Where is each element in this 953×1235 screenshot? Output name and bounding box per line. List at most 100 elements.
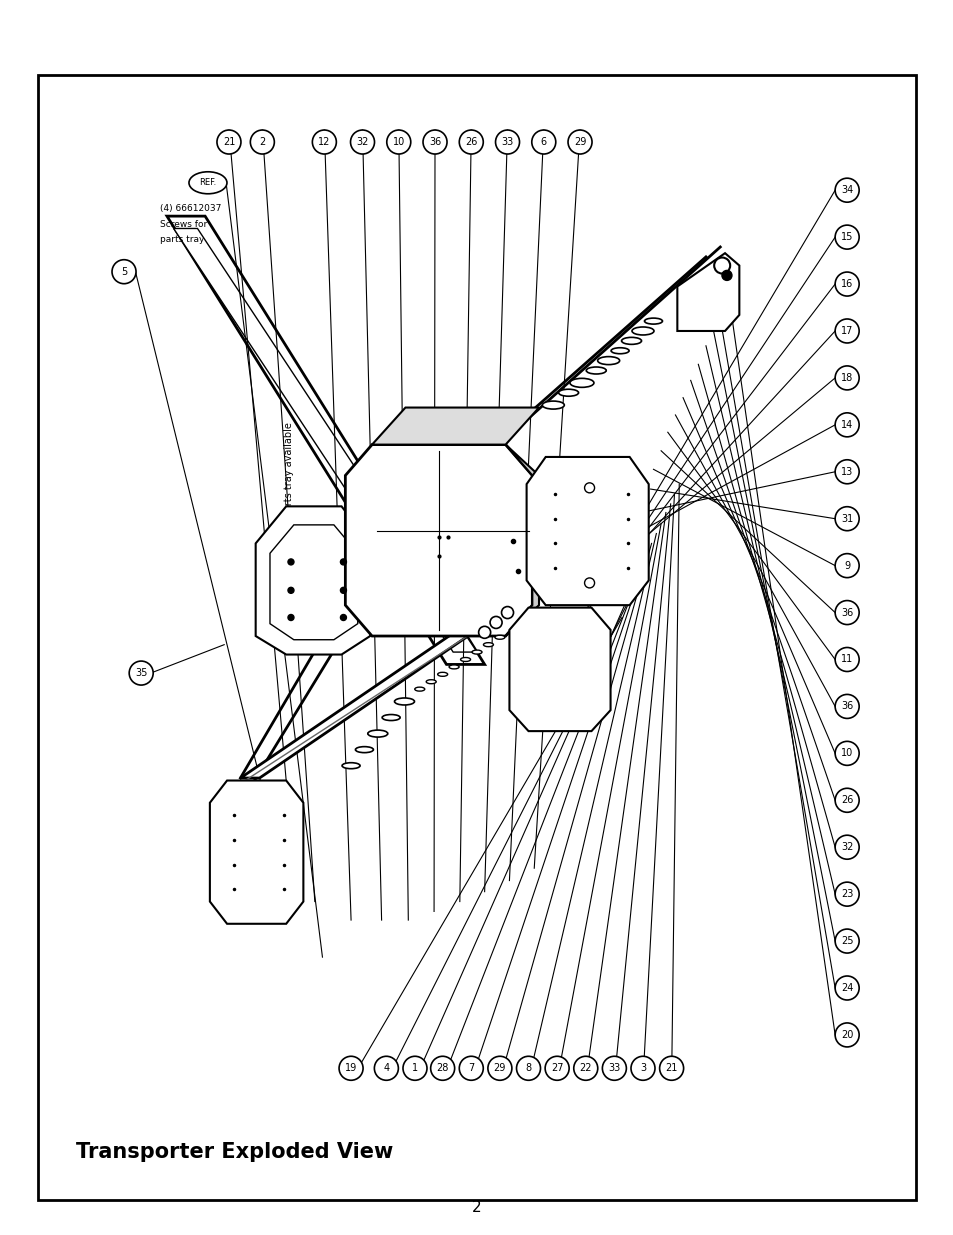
Circle shape [312,130,336,154]
Circle shape [422,130,447,154]
Circle shape [478,626,490,638]
Polygon shape [240,603,517,778]
Text: parts tray: parts tray [160,235,205,243]
Circle shape [573,1056,598,1081]
Text: 32: 32 [841,842,852,852]
Circle shape [288,559,294,564]
Circle shape [630,1056,655,1081]
Circle shape [338,1056,363,1081]
Circle shape [216,130,241,154]
Circle shape [458,130,483,154]
Text: 2: 2 [472,1200,481,1215]
Ellipse shape [541,401,564,409]
Ellipse shape [368,730,387,737]
Text: 31: 31 [841,514,852,524]
Circle shape [340,615,346,620]
Circle shape [601,1056,626,1081]
Text: 12: 12 [318,137,330,147]
Ellipse shape [355,747,373,752]
Ellipse shape [382,715,399,720]
Text: 4: 4 [383,1063,389,1073]
Circle shape [340,588,346,593]
Text: 36: 36 [841,701,852,711]
Polygon shape [372,408,538,445]
Circle shape [834,412,859,437]
Text: 19: 19 [345,1063,356,1073]
Ellipse shape [395,698,414,705]
Circle shape [834,225,859,249]
Circle shape [834,976,859,1000]
Text: 28: 28 [436,1063,448,1073]
Ellipse shape [495,635,504,640]
Circle shape [374,1056,398,1081]
Circle shape [834,929,859,953]
Ellipse shape [644,319,661,324]
Text: REF.: REF. [199,178,216,188]
Circle shape [288,615,294,620]
Circle shape [567,130,592,154]
Text: 29: 29 [494,1063,505,1073]
Circle shape [584,578,594,588]
Text: 36: 36 [841,608,852,618]
Text: 8: 8 [525,1063,531,1073]
Ellipse shape [586,367,605,374]
Text: 27: 27 [550,1063,563,1073]
Text: 36: 36 [429,137,440,147]
Circle shape [495,130,519,154]
Text: 10: 10 [393,137,404,147]
Text: 35: 35 [135,668,147,678]
Circle shape [531,130,556,154]
Ellipse shape [472,650,481,655]
Circle shape [458,1056,483,1081]
Circle shape [250,130,274,154]
Text: 15: 15 [841,232,852,242]
Text: Optional parts tray available: Optional parts tray available [284,422,294,562]
Ellipse shape [415,687,424,692]
Circle shape [834,459,859,484]
Circle shape [501,606,513,619]
Ellipse shape [437,672,447,677]
Text: 33: 33 [608,1063,619,1073]
Text: 33: 33 [501,137,513,147]
Text: 16: 16 [841,279,852,289]
Text: 22: 22 [578,1063,592,1073]
Text: 18: 18 [841,373,852,383]
Polygon shape [505,445,538,636]
Text: 11: 11 [841,655,852,664]
Text: 25: 25 [840,936,853,946]
Text: Screws for: Screws for [160,220,208,228]
Text: 29: 29 [574,137,585,147]
Circle shape [659,1056,683,1081]
Ellipse shape [597,357,619,364]
Circle shape [834,882,859,906]
Circle shape [834,647,859,672]
Text: 2: 2 [259,137,265,147]
Polygon shape [509,608,610,731]
Text: 21: 21 [665,1063,677,1073]
Text: 10: 10 [841,748,852,758]
Circle shape [834,694,859,719]
Ellipse shape [621,337,640,345]
Circle shape [430,1056,455,1081]
Circle shape [834,600,859,625]
Circle shape [834,835,859,860]
Circle shape [112,259,136,284]
Text: 32: 32 [356,137,368,147]
Text: 5: 5 [121,267,127,277]
Circle shape [386,130,411,154]
Text: Transporter Exploded View: Transporter Exploded View [76,1142,394,1162]
Ellipse shape [426,679,436,684]
Text: (4) 66612037: (4) 66612037 [160,204,221,212]
Circle shape [288,588,294,593]
Ellipse shape [449,664,458,669]
Circle shape [834,366,859,390]
Circle shape [721,270,731,280]
Circle shape [834,319,859,343]
Text: 26: 26 [465,137,476,147]
Polygon shape [526,457,648,605]
Polygon shape [677,253,739,331]
Text: 9: 9 [843,561,849,571]
Text: 14: 14 [841,420,852,430]
Ellipse shape [189,172,227,194]
Circle shape [402,1056,427,1081]
